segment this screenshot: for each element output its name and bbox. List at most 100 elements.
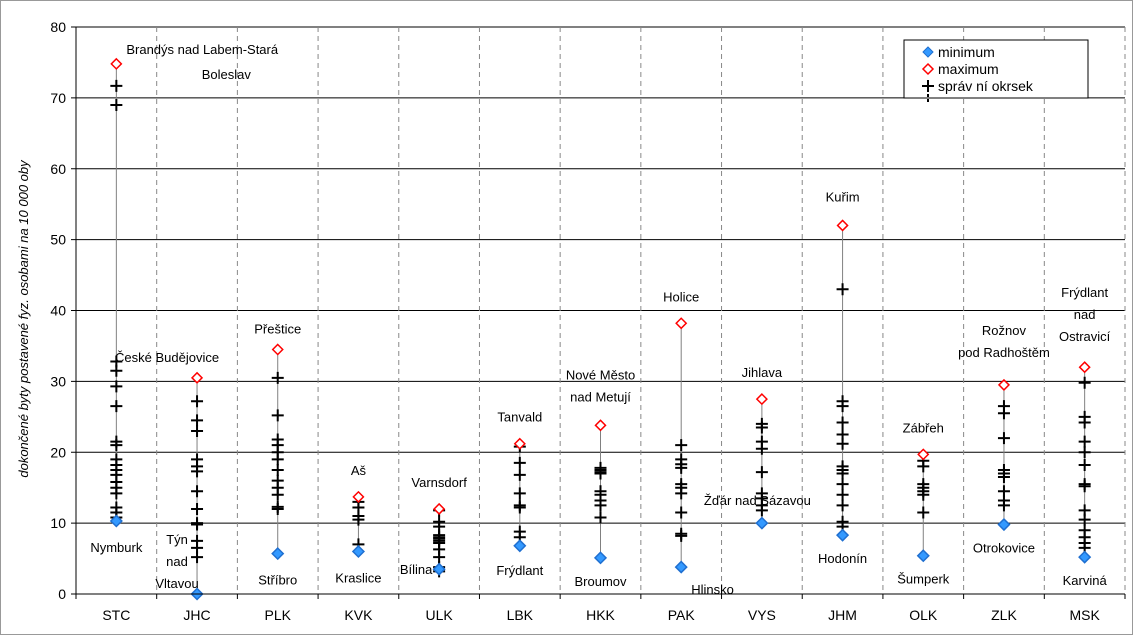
district-point [110, 487, 123, 500]
minimum-label: Karviná [1063, 573, 1108, 588]
minimum-point [916, 549, 930, 563]
legend-marker-maximum [921, 62, 935, 76]
district-point [836, 400, 849, 413]
district-point [1078, 446, 1091, 459]
legend-label: minimum [938, 44, 995, 60]
maximum-point [190, 371, 204, 384]
district-point [917, 460, 930, 473]
district-point [1078, 480, 1091, 493]
district-point [836, 467, 849, 480]
maximum-label: Přeštice [254, 321, 301, 336]
maximum-point [513, 437, 526, 450]
district-point [1078, 435, 1091, 448]
minimum-label: Šumperk [897, 572, 950, 587]
minimum-label: Žďár nad Sázavou [704, 493, 811, 508]
minimum-label: Týn nad Vltavou [155, 532, 198, 591]
maximum-label: Jihlava [742, 365, 783, 380]
x-tick-label: PLK [264, 607, 291, 623]
district-point [191, 424, 204, 437]
legend-marker-minimum [922, 46, 934, 58]
legend-label: maximum [938, 61, 999, 77]
minimum-point [997, 517, 1011, 532]
district-point [110, 400, 123, 413]
minimum-point [432, 562, 446, 576]
district-point [191, 518, 204, 531]
district-point [271, 463, 284, 476]
district-point [513, 468, 526, 481]
district-point [997, 432, 1010, 445]
district-point [675, 506, 688, 519]
maximum-point [433, 502, 446, 516]
district-point [675, 439, 688, 452]
district-point [352, 513, 365, 526]
district-point [191, 395, 204, 408]
district-point [271, 488, 284, 501]
district-point [836, 416, 849, 429]
y-tick-label: 20 [50, 444, 66, 460]
district-point [594, 499, 607, 512]
maximum-point [352, 490, 365, 503]
district-point [917, 506, 930, 519]
district-point [110, 439, 123, 452]
minimum-label: Broumov [574, 574, 627, 589]
y-axis-label: dokončené byty postavené fyz. osobami na… [16, 159, 31, 478]
district-point [997, 499, 1010, 512]
minimum-label: Nymburk [90, 540, 143, 555]
minimum-point [109, 514, 123, 528]
x-tick-label: ULK [425, 607, 453, 623]
data-marks [109, 57, 1092, 601]
x-tick-label: STC [102, 607, 130, 623]
district-point [513, 501, 526, 514]
district-point [836, 478, 849, 491]
y-tick-label: 50 [50, 232, 66, 248]
minimum-label: Hlinsko [691, 582, 734, 597]
x-tick-label: ZLK [991, 607, 1017, 623]
district-point [836, 499, 849, 512]
x-tick-label: JHC [183, 607, 210, 623]
maximum-point [755, 393, 768, 406]
minimum-point [674, 560, 688, 574]
district-point [271, 453, 284, 466]
point-labels: Brandýs nad Labem-Stará Boleslav Nymburk Če… [90, 42, 1110, 597]
district-point [191, 485, 204, 498]
district-point [271, 409, 284, 422]
district-point [755, 466, 768, 479]
x-tick-label: JHM [828, 607, 857, 623]
district-point [836, 488, 849, 501]
maximum-label: Boleslav [202, 67, 252, 82]
x-tick-label: KVK [344, 607, 373, 623]
maximum-label: Varnsdorf [411, 475, 467, 490]
district-point [110, 98, 123, 111]
x-tick-label: MSK [1069, 607, 1100, 623]
district-point [513, 456, 526, 469]
district-point [191, 465, 204, 478]
district-point [110, 364, 123, 377]
maximum-label: Aš [351, 463, 367, 478]
district-point [513, 487, 526, 500]
district-point [836, 283, 849, 296]
district-point [191, 414, 204, 427]
maximum-label: Rožnov pod Radhoštěm [958, 323, 1050, 360]
district-point [191, 551, 204, 564]
minimum-label: Bílina [400, 562, 433, 577]
district-point [191, 502, 204, 515]
minimum-label: Otrokovice [973, 541, 1035, 556]
district-point [755, 442, 768, 455]
district-point [110, 79, 123, 92]
minimum-point [351, 544, 365, 559]
legend-label: správ ní okrsek [938, 78, 1034, 94]
y-tick-label: 30 [50, 373, 66, 389]
minimum-point [513, 539, 527, 553]
maximum-point [271, 343, 284, 356]
district-point [755, 421, 768, 434]
minimum-point [593, 551, 608, 565]
district-point [594, 467, 607, 480]
district-point [1078, 459, 1091, 472]
maximum-label: Holice [663, 289, 699, 304]
x-tick-label: PAK [668, 607, 696, 623]
minimum-label: Stříbro [258, 573, 297, 588]
maximum-label: Zábřeh [903, 420, 944, 435]
minimum-label: Kraslice [335, 570, 381, 585]
maximum-label: Kuřim [826, 189, 860, 204]
